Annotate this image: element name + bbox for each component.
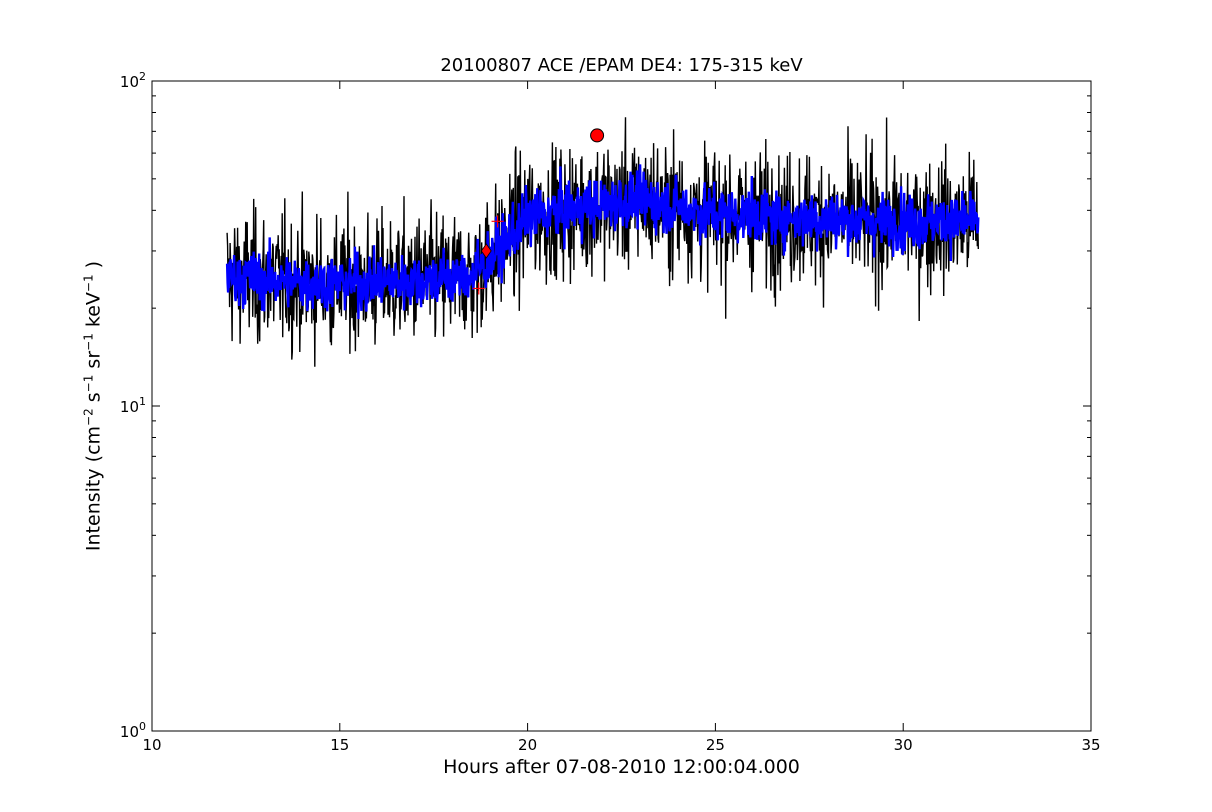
marker-circle-0 (590, 128, 605, 143)
marker-plus-2 (491, 215, 504, 228)
y-tick-label-0: 100 (120, 720, 146, 741)
x-tick-label-2: 20 (518, 736, 537, 754)
marker-diamond-1 (480, 243, 492, 259)
marker-plus-3 (472, 282, 485, 295)
series-line-0 (226, 117, 979, 367)
y-axis-label: Intensity (cm−2 s−1 sr−1 keV−1 ) (81, 260, 105, 552)
x-axis-label: Hours after 07-08-2010 12:00:04.000 (443, 756, 800, 778)
x-tick-label-1: 15 (330, 736, 349, 754)
x-tick-label-3: 25 (706, 736, 725, 754)
y-tick-label-1: 101 (120, 395, 146, 416)
chart-title: 20100807 ACE /EPAM DE4: 175-315 keV (440, 55, 803, 76)
series-line-1 (225, 164, 980, 320)
x-tick-label-0: 10 (142, 736, 161, 754)
x-tick-label-5: 35 (1081, 736, 1100, 754)
y-tick-label-2: 102 (120, 70, 146, 91)
x-tick-label-4: 30 (894, 736, 913, 754)
